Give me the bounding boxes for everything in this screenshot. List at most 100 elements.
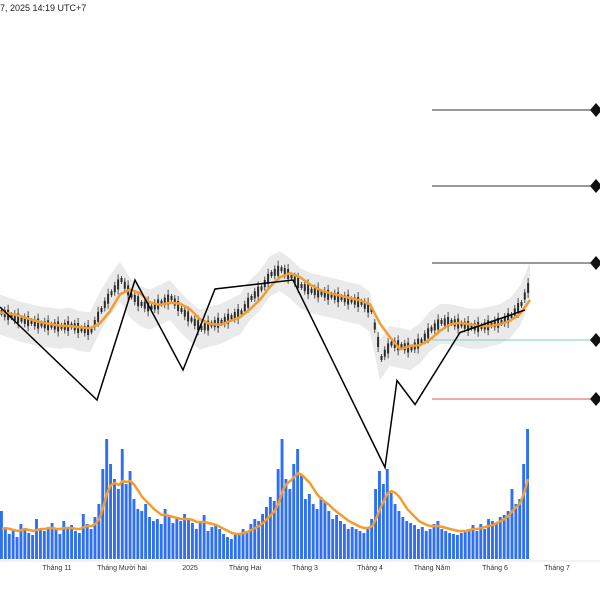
volume-bar xyxy=(514,504,518,559)
volume-bar xyxy=(198,521,202,559)
volume-bar xyxy=(374,489,378,559)
volume-bar xyxy=(315,509,319,559)
candle-body xyxy=(140,302,143,306)
candle-body xyxy=(80,327,83,332)
candle-body xyxy=(370,308,373,312)
candle-body xyxy=(183,309,186,317)
candle-body xyxy=(193,318,196,326)
volume-bar xyxy=(124,484,128,559)
volume-bar xyxy=(229,539,233,559)
candle-body xyxy=(277,265,280,276)
candle-body xyxy=(310,288,313,293)
candle-body xyxy=(247,297,250,308)
candle-body xyxy=(130,293,133,298)
volume-bar xyxy=(151,521,155,559)
candle-body xyxy=(327,289,330,300)
candle-body xyxy=(110,291,113,296)
candle-body xyxy=(27,316,30,327)
candle-body xyxy=(467,321,470,331)
candle-body xyxy=(260,286,263,291)
candle-body xyxy=(500,320,503,324)
volume-bar xyxy=(62,521,66,559)
candle-body xyxy=(90,328,93,333)
volume-bar xyxy=(74,531,77,559)
volume-bar xyxy=(498,517,502,559)
volume-bar xyxy=(471,525,475,559)
volume-bar xyxy=(487,519,491,559)
volume-bar xyxy=(354,529,358,559)
volume-bar xyxy=(179,521,183,559)
candle-body xyxy=(163,297,166,305)
candle-body xyxy=(290,274,293,279)
volume-bar xyxy=(89,529,93,559)
candle-body xyxy=(517,303,520,313)
volume-bar xyxy=(459,533,463,559)
volume-bar xyxy=(175,517,179,559)
volume-bar xyxy=(409,523,413,559)
candle-body xyxy=(503,316,506,324)
time-tick-label: 2025 xyxy=(182,565,198,572)
volume-bar xyxy=(70,525,74,559)
volume-bar xyxy=(233,535,237,559)
candle-body xyxy=(373,322,376,330)
candle-body xyxy=(103,300,106,308)
candle-body xyxy=(200,326,203,330)
candle-body xyxy=(150,305,153,310)
volume-bar xyxy=(323,501,327,559)
volume-bar xyxy=(467,529,471,559)
candle-body xyxy=(293,276,296,284)
volume-bar xyxy=(455,535,459,559)
volume-bar xyxy=(144,504,148,559)
volume-bar xyxy=(362,533,366,559)
candle-body xyxy=(267,273,270,284)
chart-header: 7, 2025 14:19 UTC+7 xyxy=(0,3,87,13)
candle-body xyxy=(527,283,530,293)
time-axis: Tháng 11 Tháng Mười hai 2025 Tháng Hai Tháng… xyxy=(42,565,569,572)
candle-body xyxy=(133,294,136,302)
volume-bar xyxy=(31,535,35,559)
candle-body xyxy=(50,323,53,328)
time-tick-label: Tháng 7 xyxy=(544,565,570,572)
volume-bar xyxy=(58,534,62,559)
volume-bar xyxy=(303,499,307,559)
candle-body xyxy=(100,308,103,312)
volume-bar xyxy=(120,449,124,559)
candle-body xyxy=(20,317,23,322)
candle-body xyxy=(117,279,120,290)
volume-bar xyxy=(526,429,529,559)
candle-body xyxy=(153,302,156,310)
candle-body xyxy=(83,326,86,334)
candle-body xyxy=(420,339,423,344)
volume-bar xyxy=(245,531,249,559)
volume-bar xyxy=(167,515,171,559)
candle-body xyxy=(300,284,303,288)
volume-bar xyxy=(389,493,393,559)
volume-bar xyxy=(440,529,444,559)
candle-body xyxy=(123,281,126,289)
candle-body xyxy=(340,296,343,300)
candle-body xyxy=(250,296,253,300)
volume-bar xyxy=(11,531,15,559)
candle-body xyxy=(423,333,426,341)
candle-body xyxy=(463,321,466,329)
candle-body xyxy=(447,317,450,327)
candle-body xyxy=(33,319,36,327)
volume-bar xyxy=(202,515,206,559)
volume-bar xyxy=(401,517,405,559)
candle-body xyxy=(507,313,510,323)
candle-body xyxy=(10,314,13,318)
volume-bar xyxy=(237,533,241,559)
candle-body xyxy=(217,317,220,328)
candle-body xyxy=(43,321,46,329)
candle-body xyxy=(433,323,436,331)
volume-bar xyxy=(331,519,335,559)
candle-body xyxy=(377,337,380,347)
candle-body xyxy=(270,272,273,276)
candle-body xyxy=(227,313,230,324)
volume-bar xyxy=(475,531,479,559)
volume-bar xyxy=(210,527,214,559)
volume-bar xyxy=(319,497,323,559)
volume-bar xyxy=(518,499,522,559)
volume-bar xyxy=(148,517,151,559)
